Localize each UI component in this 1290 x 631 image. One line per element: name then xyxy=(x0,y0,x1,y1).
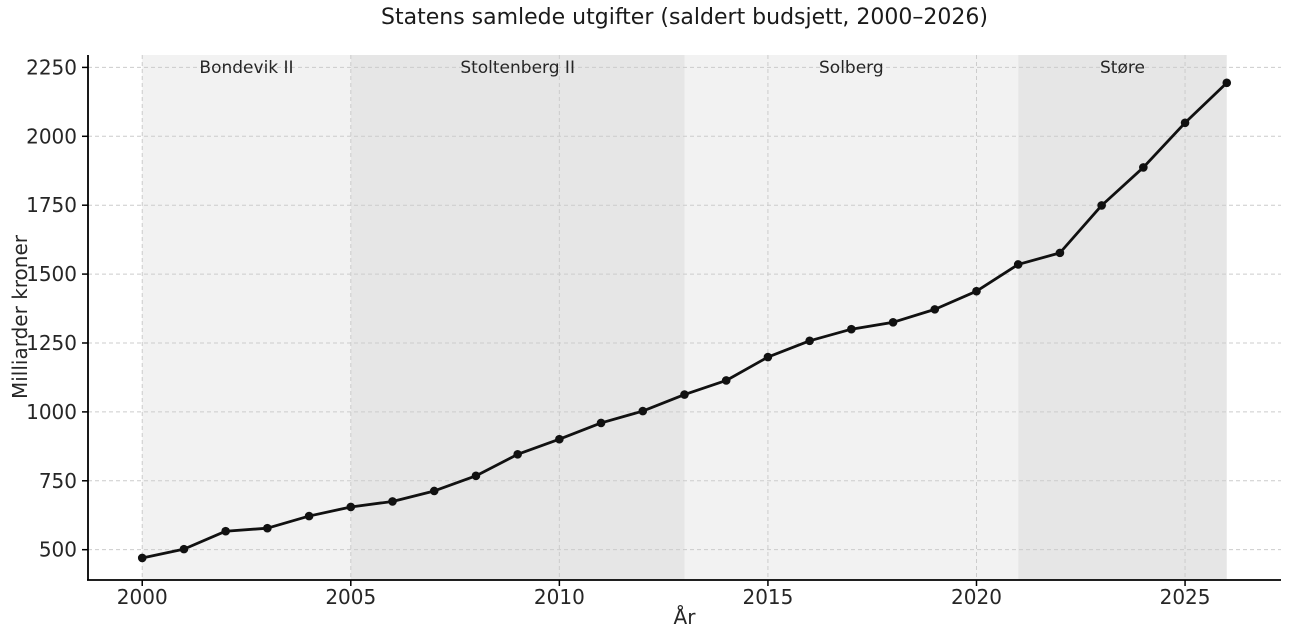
data-point xyxy=(179,544,189,554)
data-point xyxy=(1013,260,1023,269)
x-tick-label: 2005 xyxy=(325,585,376,609)
x-tick-label: 2000 xyxy=(117,585,168,609)
era-band xyxy=(1018,55,1227,580)
data-point xyxy=(596,418,606,428)
y-tick-label: 1250 xyxy=(26,331,77,355)
y-tick-label: 1000 xyxy=(26,400,77,424)
data-point xyxy=(805,336,814,346)
chart-title: Statens samlede utgifter (saldert budsje… xyxy=(381,5,988,30)
x-tick-label: 2020 xyxy=(951,585,1002,609)
data-point xyxy=(1222,78,1232,88)
data-point xyxy=(930,305,940,314)
data-point xyxy=(263,523,272,533)
data-point xyxy=(137,553,147,563)
data-point xyxy=(638,406,648,416)
x-tick-label: 2025 xyxy=(1160,585,1211,609)
y-tick-label: 1500 xyxy=(26,262,77,286)
data-point xyxy=(513,450,522,459)
data-point xyxy=(1180,118,1190,128)
y-tick-label: 1750 xyxy=(26,193,77,217)
data-point xyxy=(388,497,397,506)
data-point xyxy=(763,352,773,362)
era-band-label: Bondevik II xyxy=(199,58,293,78)
x-axis-label: År xyxy=(673,605,696,629)
data-point xyxy=(346,502,356,512)
data-point xyxy=(555,434,564,444)
y-tick-label: 750 xyxy=(39,469,77,493)
data-point xyxy=(1139,163,1148,172)
era-band-label: Stoltenberg II xyxy=(460,58,575,78)
data-point xyxy=(221,526,230,536)
data-point xyxy=(1097,201,1106,210)
data-point xyxy=(304,511,314,521)
x-tick-label: 2015 xyxy=(742,585,793,609)
era-band xyxy=(350,55,685,580)
era-band xyxy=(684,55,1019,580)
era-band-label: Solberg xyxy=(819,58,884,78)
data-point xyxy=(972,286,981,296)
data-point xyxy=(721,376,731,385)
data-point xyxy=(888,318,898,327)
era-band xyxy=(142,55,351,580)
era-band-label: Støre xyxy=(1100,58,1145,78)
data-point xyxy=(1055,248,1065,258)
x-tick-label: 2010 xyxy=(534,585,585,609)
data-point xyxy=(471,471,481,481)
y-tick-label: 2250 xyxy=(26,55,77,79)
data-point xyxy=(847,324,856,334)
y-axis-label: Milliarder kroner xyxy=(8,235,32,399)
data-point xyxy=(680,390,689,399)
y-tick-label: 2000 xyxy=(26,124,77,148)
y-tick-label: 500 xyxy=(39,538,77,562)
data-point xyxy=(429,486,439,496)
